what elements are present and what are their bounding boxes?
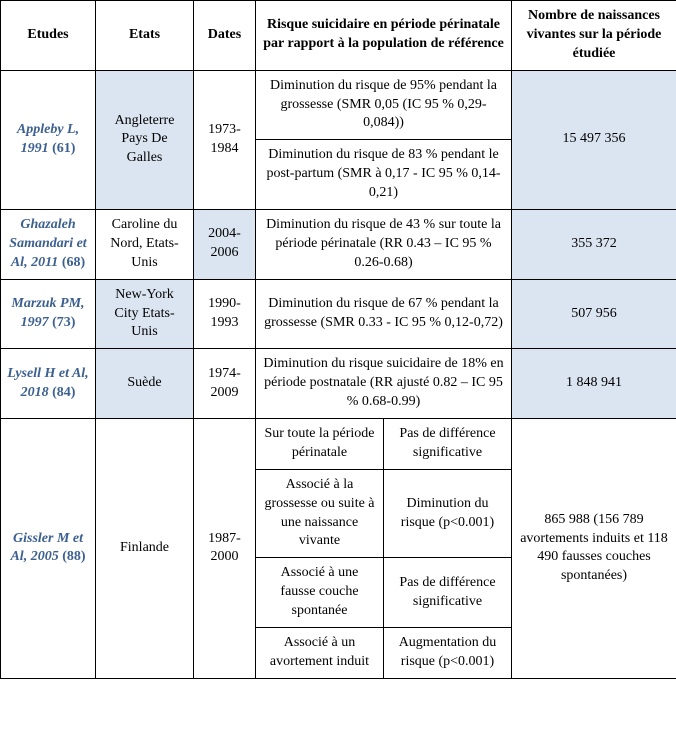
study-ref: (73) xyxy=(52,315,75,330)
study-cell: Marzuk PM, 1997 (73) xyxy=(1,279,96,349)
table-header: Etudes Etats Dates Risque suicidaire en … xyxy=(1,1,676,71)
study-ref: (88) xyxy=(62,549,85,564)
table-row: Marzuk PM, 1997 (73) New-York City Etats… xyxy=(1,279,676,349)
state-cell: Finlande xyxy=(96,419,194,679)
risk-subcell-right: Pas de différence significative xyxy=(384,419,512,470)
table-row: Gissler M et Al, 2005 (88) Finlande 1987… xyxy=(1,419,676,470)
table-row: Lysell H et Al, 2018 (84) Suède 1974-200… xyxy=(1,349,676,419)
col-header-etats: Etats xyxy=(96,1,194,71)
risk-subcell-right: Pas de différence significative xyxy=(384,558,512,628)
births-cell: 865 988 (156 789 avortements induits et … xyxy=(512,419,676,679)
table-header-row: Etudes Etats Dates Risque suicidaire en … xyxy=(1,1,676,71)
dates-cell: 1990-1993 xyxy=(194,279,256,349)
risk-cell: Diminution du risque suicidaire de 18% e… xyxy=(256,349,512,419)
risk-subcell-left: Associé à une fausse couche spontanée xyxy=(256,558,384,628)
births-cell: 507 956 xyxy=(512,279,676,349)
col-header-risque: Risque suicidaire en période périnatale … xyxy=(256,1,512,71)
state-cell: New-York City Etats-Unis xyxy=(96,279,194,349)
study-cell: Ghazaleh Samandari et Al, 2011 (68) xyxy=(1,210,96,280)
study-ref: (84) xyxy=(52,385,75,400)
risk-subcell-right: Augmentation du risque (p<0.001) xyxy=(384,628,512,679)
state-cell: Angleterre Pays De Galles xyxy=(96,70,194,209)
dates-cell: 1987-2000 xyxy=(194,419,256,679)
col-header-etudes: Etudes xyxy=(1,1,96,71)
study-cell: Lysell H et Al, 2018 (84) xyxy=(1,349,96,419)
col-header-naissances: Nombre de naissances vivantes sur la pér… xyxy=(512,1,676,71)
risk-subcell-left: Associé à un avortement induit xyxy=(256,628,384,679)
dates-cell: 1973-1984 xyxy=(194,70,256,209)
study-ref: (68) xyxy=(62,255,85,270)
risk-subcell-left: Associé à la grossesse ou suite à une na… xyxy=(256,469,384,558)
study-ref: (61) xyxy=(52,141,75,156)
state-cell: Caroline du Nord, Etats-Unis xyxy=(96,210,194,280)
study-cell: Appleby L, 1991 (61) xyxy=(1,70,96,209)
risk-subcell-right: Diminution du risque (p<0.001) xyxy=(384,469,512,558)
risk-cell: Diminution du risque de 95% pendant la g… xyxy=(256,70,512,140)
risk-cell: Diminution du risque de 83 % pendant le … xyxy=(256,140,512,210)
col-header-dates: Dates xyxy=(194,1,256,71)
study-author: Lysell H et Al, 2018 xyxy=(7,366,88,400)
risk-subcell-left: Sur toute la période périnatale xyxy=(256,419,384,470)
table-row: Appleby L, 1991 (61) Angleterre Pays De … xyxy=(1,70,676,140)
study-cell: Gissler M et Al, 2005 (88) xyxy=(1,419,96,679)
births-cell: 1 848 941 xyxy=(512,349,676,419)
dates-cell: 2004-2006 xyxy=(194,210,256,280)
studies-table: Etudes Etats Dates Risque suicidaire en … xyxy=(0,0,676,679)
births-cell: 355 372 xyxy=(512,210,676,280)
table-row: Ghazaleh Samandari et Al, 2011 (68) Caro… xyxy=(1,210,676,280)
births-cell: 15 497 356 xyxy=(512,70,676,209)
risk-cell: Diminution du risque de 67 % pendant la … xyxy=(256,279,512,349)
risk-cell: Diminution du risque de 43 % sur toute l… xyxy=(256,210,512,280)
dates-cell: 1974-2009 xyxy=(194,349,256,419)
state-cell: Suède xyxy=(96,349,194,419)
